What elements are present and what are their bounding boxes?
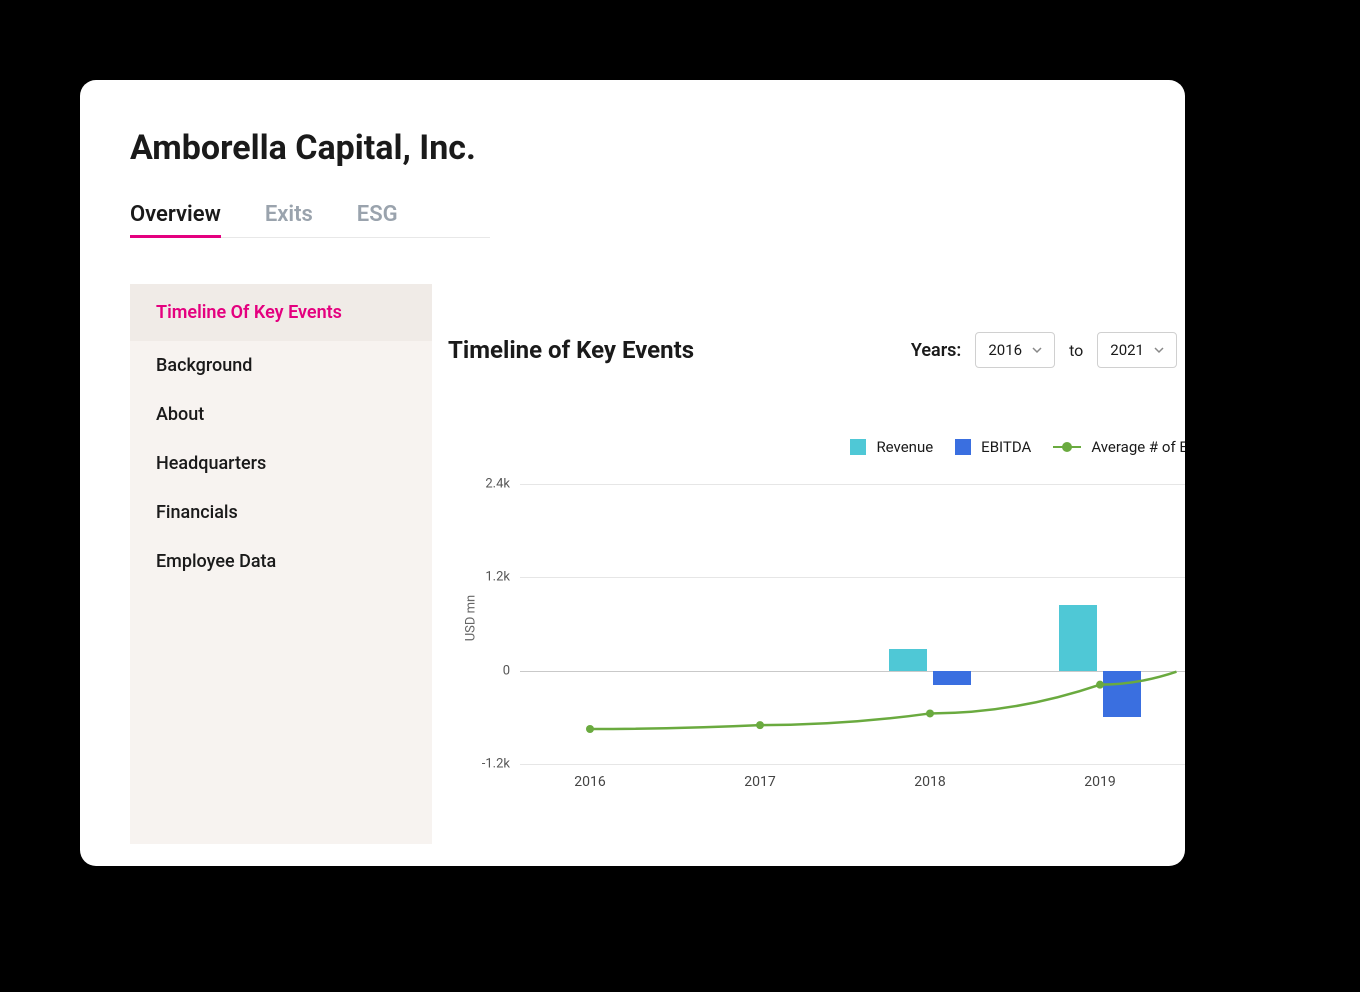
year-to-value: 2021: [1110, 341, 1144, 359]
sidebar-item-background[interactable]: Background: [130, 341, 432, 390]
grid-line: [520, 764, 1185, 765]
ytick-label: 2.4k: [474, 477, 510, 492]
sidebar-item-financials[interactable]: Financials: [130, 488, 432, 537]
sidebar-item-about[interactable]: About: [130, 390, 432, 439]
sidebar-item-label: Headquarters: [156, 453, 266, 474]
legend-item-revenue: Revenue: [850, 438, 933, 456]
legend-swatch: [1053, 446, 1081, 448]
legend-label: EBITDA: [981, 438, 1031, 456]
chevron-down-icon: [1032, 345, 1042, 355]
sidebar-item-label: About: [156, 404, 204, 425]
sidebar: Timeline Of Key Events Background About …: [130, 284, 432, 844]
ytick-label: -1.2k: [474, 757, 510, 772]
legend-swatch: [955, 439, 971, 455]
tab-exits[interactable]: Exits: [265, 202, 313, 237]
tab-esg[interactable]: ESG: [357, 202, 398, 237]
sidebar-item-label: Background: [156, 355, 252, 376]
year-from-select[interactable]: 2016: [975, 332, 1055, 368]
xtick-label: 2018: [914, 774, 945, 790]
chart-ylabel: USD mn: [464, 595, 479, 641]
years-to: to: [1069, 341, 1083, 360]
legend-label: Revenue: [876, 438, 933, 456]
xtick-label: 2017: [744, 774, 775, 790]
tabs: Overview Exits ESG: [130, 202, 490, 238]
chart: Revenue EBITDA Average # of Er USD mn 2.…: [448, 438, 1185, 798]
xtick-label: 2016: [574, 774, 605, 790]
years-label: Years:: [911, 340, 961, 361]
chart-legend: Revenue EBITDA Average # of Er: [850, 438, 1185, 456]
card: Amborella Capital, Inc. Overview Exits E…: [80, 80, 1185, 866]
ytick-label: 0: [474, 663, 510, 678]
ytick-label: 1.2k: [474, 570, 510, 585]
legend-item-employees: Average # of Er: [1053, 438, 1185, 456]
sidebar-item-label: Timeline Of Key Events: [156, 302, 342, 323]
tab-label: ESG: [357, 202, 398, 227]
legend-label: Average # of Er: [1091, 438, 1185, 456]
card-inner: Amborella Capital, Inc. Overview Exits E…: [80, 80, 1185, 844]
main-header: Timeline of Key Events Years: 2016 to 20…: [448, 332, 1185, 368]
year-to-select[interactable]: 2021: [1097, 332, 1177, 368]
xtick-label: 2019: [1084, 774, 1115, 790]
tab-label: Exits: [265, 202, 313, 227]
tab-label: Overview: [130, 202, 221, 227]
year-from-value: 2016: [988, 341, 1022, 359]
section-title: Timeline of Key Events: [448, 336, 694, 364]
legend-swatch: [850, 439, 866, 455]
sidebar-item-label: Employee Data: [156, 551, 276, 572]
sidebar-item-timeline[interactable]: Timeline Of Key Events: [130, 284, 432, 341]
main: Timeline of Key Events Years: 2016 to 20…: [432, 284, 1185, 844]
tab-overview[interactable]: Overview: [130, 202, 221, 237]
sidebar-item-label: Financials: [156, 502, 238, 523]
legend-item-ebitda: EBITDA: [955, 438, 1031, 456]
year-controls: Years: 2016 to 2021: [911, 332, 1185, 368]
sidebar-item-headquarters[interactable]: Headquarters: [130, 439, 432, 488]
sidebar-item-employee-data[interactable]: Employee Data: [130, 537, 432, 586]
chevron-down-icon: [1154, 345, 1164, 355]
page-title: Amborella Capital, Inc.: [130, 128, 1185, 168]
content: Timeline Of Key Events Background About …: [130, 284, 1185, 844]
chart-plot: 2.4k1.2k0-1.2k2016201720182019: [520, 484, 1185, 764]
chart-line: [520, 484, 1185, 764]
